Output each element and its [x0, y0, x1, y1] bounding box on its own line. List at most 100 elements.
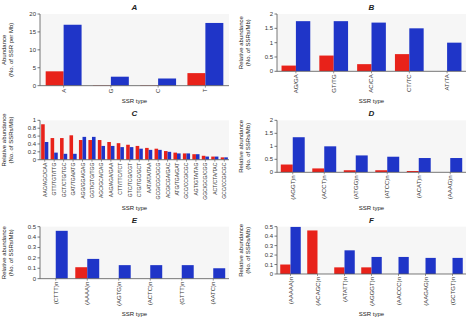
bar: [119, 265, 131, 279]
y-tick: [38, 120, 41, 121]
bar: [372, 257, 382, 274]
bar: [453, 258, 463, 274]
bar: [46, 71, 64, 85]
bar: [75, 267, 87, 278]
x-axis-label: SSR type: [359, 98, 385, 104]
y-tick: [275, 255, 278, 256]
y-tick-label: 0.2: [265, 252, 274, 258]
y-tick: [38, 257, 41, 258]
x-tick-label: AAG/AGA/GAA: [108, 162, 114, 197]
bars: [41, 124, 228, 159]
plot-background: [277, 14, 466, 71]
x-tick-label: (ATCC)n: [384, 175, 390, 198]
y-tick: [38, 226, 41, 227]
x-tick: [290, 274, 291, 276]
x-tick-label: AC/CA: [369, 74, 375, 92]
panel-title: F: [369, 216, 375, 225]
x-tick: [167, 160, 168, 162]
x-tick: [91, 160, 92, 162]
bar: [187, 73, 205, 86]
x-tick: [82, 160, 83, 162]
x-tick: [418, 172, 419, 174]
bar: [54, 153, 58, 160]
x-tick-label: (AATC)n: [210, 282, 216, 305]
y-tick: [275, 133, 278, 134]
y-tick-label: 0.2: [28, 255, 37, 261]
bar: [56, 231, 68, 279]
y-axis-label: Abundance(No. of SSR per Mb): [1, 23, 14, 77]
x-tick-label: AAC/AGC/CAA: [42, 162, 48, 197]
x-tick-label: (ACTC)n: [147, 282, 153, 306]
x-tick-label: ACG/CGA/GAC: [165, 162, 171, 198]
y-tick-label: 15: [29, 29, 36, 35]
x-tick-label: C: [155, 88, 161, 93]
x-tick-label: (AAAA)n: [84, 282, 90, 305]
x-tick-label: (GTTT)n: [179, 282, 185, 305]
y-axis-line: [277, 227, 278, 274]
x-tick: [387, 172, 388, 174]
y-tick-label: 0: [270, 271, 274, 277]
y-tick: [275, 226, 278, 227]
x-tick: [54, 160, 55, 162]
panel-title: D: [369, 109, 375, 118]
y-tick-label: 0.5: [265, 156, 274, 162]
plot-background: [40, 14, 229, 86]
x-tick: [333, 71, 334, 73]
y-tick-label: 0.6: [28, 133, 37, 139]
bar: [101, 146, 105, 160]
y-tick: [38, 67, 41, 68]
x-tick-label: AG/GA: [293, 74, 299, 93]
y-tick: [275, 42, 278, 43]
bars: [282, 21, 462, 71]
y-tick: [275, 273, 278, 274]
y-tick-label: 1: [270, 143, 274, 149]
x-tick-label: (ATATT)n: [342, 277, 348, 302]
bar: [136, 146, 140, 160]
bar: [158, 150, 162, 160]
x-tick: [409, 71, 410, 73]
y-axis-label: Relative abundance(No. of SSRs/Mb): [238, 15, 251, 69]
x-tick-label: AGG/GGA/GAG: [80, 163, 86, 199]
x-tick-label: CTT/TTC/TCT: [117, 163, 123, 195]
bars: [281, 137, 462, 172]
x-tick: [63, 160, 64, 162]
x-axis-label: SSR type: [122, 205, 148, 211]
bar: [45, 142, 49, 160]
panel-title: B: [369, 3, 375, 12]
y-axis-label: Relative abundance(No. of SSRs/Mb): [1, 113, 14, 167]
y-tick-label: 1.5: [265, 130, 274, 136]
bar: [280, 265, 290, 274]
y-tick-label: 0.8: [28, 125, 37, 131]
bar: [168, 152, 172, 160]
x-axis-line: [277, 172, 466, 173]
y-tick: [38, 14, 41, 15]
x-tick-label: GCG/CGC/GCG: [155, 163, 161, 200]
x-tick-label: (ACCT)n: [321, 175, 327, 199]
y-tick: [38, 151, 41, 152]
x-tick-label: GT/TG: [331, 74, 337, 93]
panel: C00.20.40.60.81AAC/AGC/CAAGTT/TGT/TTGGCT…: [1, 109, 229, 210]
x-tick: [452, 274, 453, 276]
x-tick-label: AGT/GTA/TAG: [193, 163, 199, 196]
x-tick-label: (GCTGT)n: [450, 277, 456, 305]
x-tick: [87, 279, 88, 281]
y-tick-label: 0.3: [265, 243, 274, 249]
x-tick: [73, 160, 74, 162]
y-axis-line: [40, 227, 41, 279]
x-tick: [110, 86, 111, 88]
plot-background: [277, 227, 466, 274]
x-tick-label: (CTTT)n: [53, 282, 59, 305]
x-tick: [224, 160, 225, 162]
x-tick: [150, 279, 151, 281]
bar: [164, 151, 168, 160]
panel: E00.10.20.30.40.5(CTTT)n(AAAA)n(AGTG)n(A…: [1, 216, 229, 317]
x-axis-line: [40, 85, 229, 86]
y-axis-label: Relative abundance(No. of SSRs/Mb): [238, 223, 251, 277]
bar: [107, 142, 111, 160]
x-tick-label: (ATGG)n: [353, 175, 359, 199]
y-tick-label: 0.1: [28, 265, 37, 271]
bar: [357, 64, 371, 71]
x-tick: [158, 160, 159, 162]
bar: [409, 28, 423, 71]
bar: [196, 154, 200, 160]
